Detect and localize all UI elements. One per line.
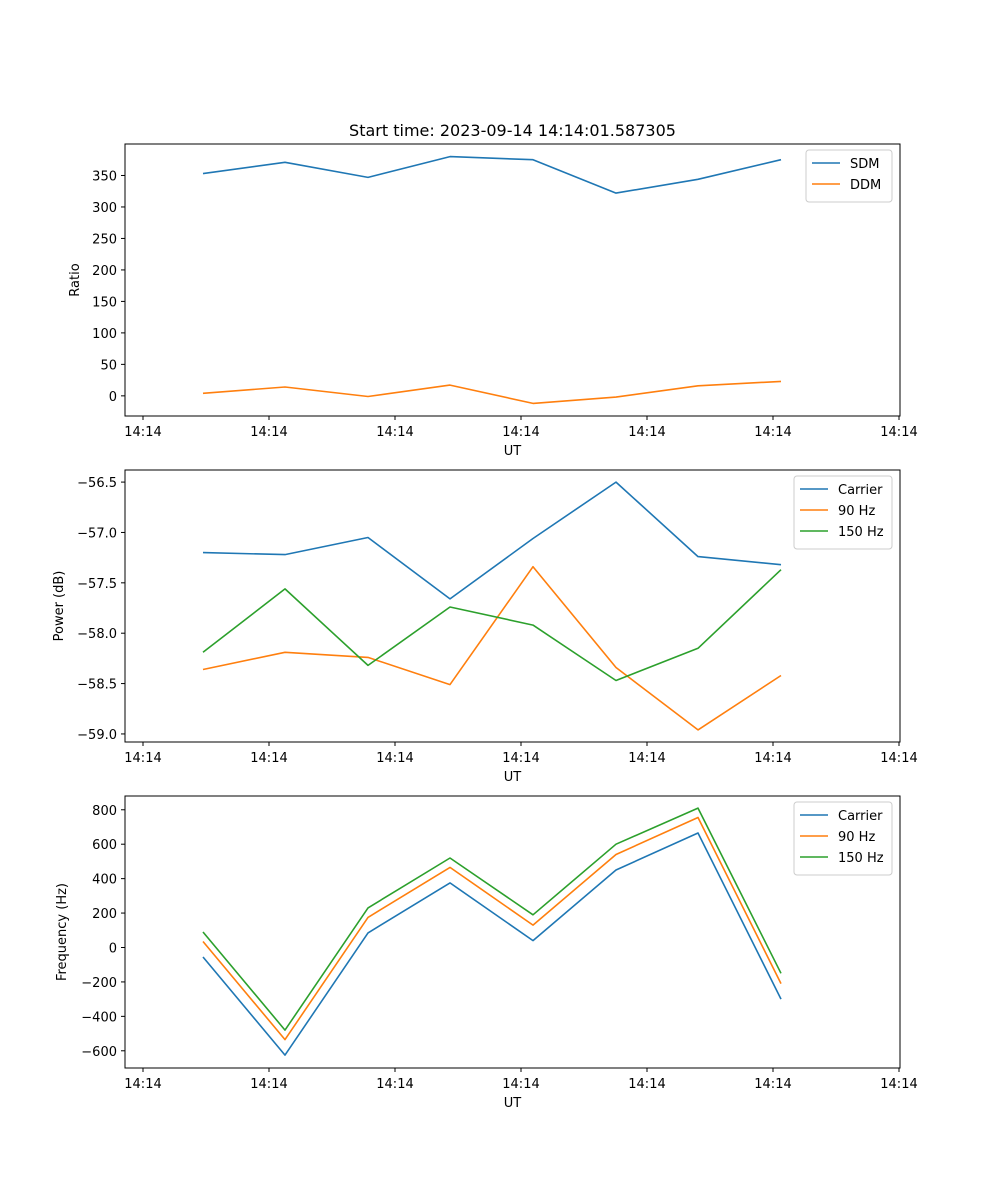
y-tick-label: 150	[92, 295, 117, 310]
y-tick-label: 350	[92, 169, 117, 184]
y-tick-label: 0	[109, 941, 117, 956]
x-tick-label: 14:14	[124, 425, 161, 440]
legend-label: DDM	[850, 178, 881, 193]
series-line-carrier	[202, 481, 782, 600]
y-axis-label: Frequency (Hz)	[55, 883, 70, 981]
x-tick-label: 14:14	[250, 751, 287, 766]
y-tick-label: 0	[109, 390, 117, 405]
series-line-150-hz	[202, 807, 782, 1031]
series-line-sdm	[202, 155, 782, 194]
y-tick-label: −57.0	[77, 526, 117, 541]
x-tick-label: 14:14	[628, 425, 665, 440]
power-panel: 14:14 14:14 14:14 14:14 14:14 14:14 14:14 UT −59…	[52, 469, 918, 785]
x-tick-label: 14:14	[376, 1077, 413, 1092]
y-tick-label: 200	[92, 264, 117, 279]
y-tick-label: −600	[81, 1045, 117, 1060]
y-axis-label: Power (dB)	[52, 571, 67, 642]
x-tick-label: 14:14	[628, 1077, 665, 1092]
series-line-ddm	[202, 380, 782, 405]
x-tick-label: 14:14	[250, 1077, 287, 1092]
x-tick-label: 14:14	[376, 751, 413, 766]
y-tick-label: 250	[92, 232, 117, 247]
series-line-150-hz	[202, 569, 782, 682]
legend-label: Carrier	[838, 483, 883, 498]
y-tick-label: 300	[92, 201, 117, 216]
x-tick-label: 14:14	[754, 425, 791, 440]
y-axis-label: Ratio	[68, 263, 83, 296]
legend-label: 150 Hz	[838, 525, 884, 540]
x-axis-label: UT	[504, 1096, 522, 1111]
x-tick-label: 14:14	[502, 425, 539, 440]
legend-label: Carrier	[838, 809, 883, 824]
x-tick-label: 14:14	[502, 1077, 539, 1092]
y-tick-label: −58.5	[77, 678, 117, 693]
x-tick-label: 14:14	[124, 751, 161, 766]
legend-label: 90 Hz	[838, 830, 875, 845]
x-tick-label: 14:14	[754, 751, 791, 766]
series-line-90-hz	[202, 565, 782, 731]
y-tick-label: 800	[92, 804, 117, 819]
x-tick-label: 14:14	[376, 425, 413, 440]
x-tick-label: 14:14	[502, 751, 539, 766]
y-tick-label: 400	[92, 873, 117, 888]
legend-label: 90 Hz	[838, 504, 875, 519]
series-line-90-hz	[202, 816, 782, 1041]
axes-frame	[124, 143, 901, 417]
x-tick-label: 14:14	[754, 1077, 791, 1092]
y-tick-label: 50	[100, 358, 117, 373]
y-tick-label: −57.5	[77, 577, 117, 592]
axes-frame	[124, 795, 901, 1069]
legend-label: 150 Hz	[838, 851, 884, 866]
series-line-carrier	[202, 832, 782, 1056]
axes-frame	[124, 469, 901, 743]
x-axis-label: UT	[504, 770, 522, 785]
x-tick-label: 14:14	[880, 1077, 917, 1092]
y-tick-label: −59.0	[77, 728, 117, 743]
y-tick-label: −58.0	[77, 627, 117, 642]
x-tick-label: 14:14	[880, 751, 917, 766]
y-tick-label: 100	[92, 327, 117, 342]
x-axis-label: UT	[504, 444, 522, 459]
frequency-panel: 14:14 14:14 14:14 14:14 14:14 14:14 14:14 UT −60…	[55, 795, 918, 1111]
x-tick-label: 14:14	[250, 425, 287, 440]
y-tick-label: 200	[92, 907, 117, 922]
x-tick-label: 14:14	[880, 425, 917, 440]
x-tick-label: 14:14	[628, 751, 665, 766]
y-tick-label: −200	[81, 976, 117, 991]
y-tick-label: −400	[81, 1010, 117, 1025]
ratio-panel: Start time: 2023-09-14 14:14:01.587305 14…	[68, 121, 918, 459]
y-tick-label: −56.5	[77, 476, 117, 491]
x-tick-label: 14:14	[124, 1077, 161, 1092]
chart-title: Start time: 2023-09-14 14:14:01.587305	[349, 121, 676, 140]
legend-label: SDM	[850, 157, 879, 172]
y-tick-label: 600	[92, 838, 117, 853]
